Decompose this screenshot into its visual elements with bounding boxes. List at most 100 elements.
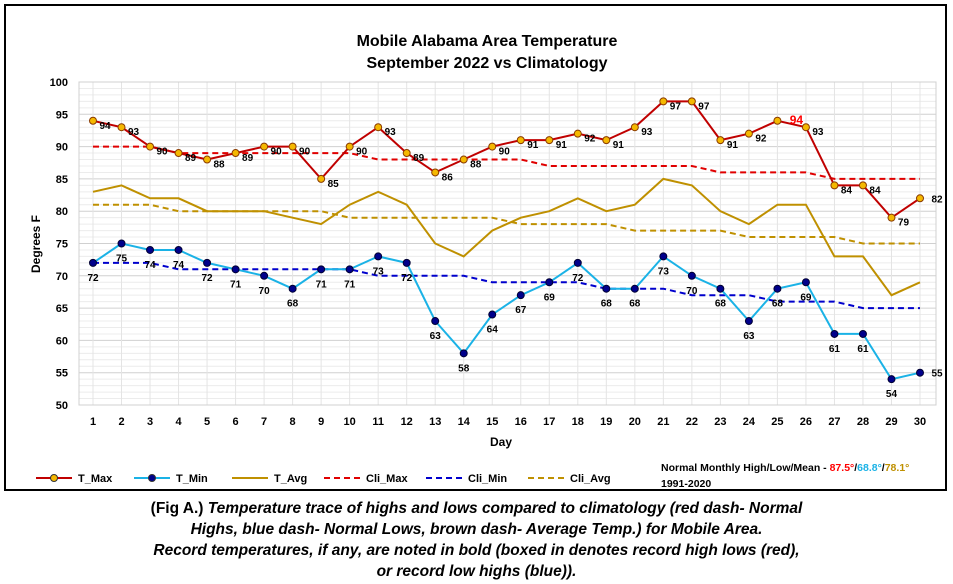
data-point-t-min bbox=[858, 329, 867, 338]
y-tick-label: 95 bbox=[56, 109, 68, 121]
data-label-t-max: 86 bbox=[442, 172, 454, 183]
data-label-t-max: 89 bbox=[242, 153, 254, 164]
data-point-t-min bbox=[602, 284, 611, 293]
legend-marker-t-min bbox=[148, 474, 156, 482]
data-label-t-min: 72 bbox=[572, 273, 584, 284]
data-label-t-max: 93 bbox=[385, 127, 397, 138]
data-point-t-max bbox=[545, 136, 554, 145]
data-label-t-max: 91 bbox=[556, 140, 568, 151]
data-point-t-min bbox=[801, 278, 810, 287]
data-point-t-min bbox=[630, 284, 639, 293]
x-tick-label: 11 bbox=[372, 416, 384, 428]
data-label-t-max: 82 bbox=[931, 194, 943, 205]
legend-label-cli-min: Cli_Min bbox=[468, 473, 507, 485]
data-point-t-min bbox=[260, 271, 269, 280]
data-point-t-min bbox=[659, 252, 668, 261]
plot-area-border bbox=[78, 81, 937, 406]
x-tick-label: 26 bbox=[800, 416, 812, 428]
y-axis-label: Degrees F bbox=[29, 215, 43, 273]
x-tick-label: 8 bbox=[290, 416, 296, 428]
data-point-t-max bbox=[801, 123, 810, 132]
y-tick-label: 65 bbox=[56, 303, 68, 315]
y-tick-label: 75 bbox=[56, 239, 68, 251]
series-line-t-max bbox=[92, 100, 921, 220]
data-point-t-max bbox=[89, 116, 97, 125]
x-tick-label: 24 bbox=[743, 416, 756, 428]
x-tick-label: 25 bbox=[771, 416, 783, 428]
data-label-t-max: 89 bbox=[185, 153, 197, 164]
data-point-t-max bbox=[288, 142, 297, 151]
data-label-t-min: 68 bbox=[715, 299, 727, 310]
data-label-t-max: 84 bbox=[869, 185, 881, 196]
x-tick-label: 15 bbox=[486, 416, 498, 428]
y-tick-label: 90 bbox=[56, 142, 68, 154]
caption-line-1-text: Temperature trace of highs and lows comp… bbox=[203, 500, 803, 517]
data-point-t-min bbox=[431, 317, 440, 326]
chart-subtitle: September 2022 vs Climatology bbox=[367, 55, 608, 72]
legend-label-t-avg: T_Avg bbox=[274, 473, 307, 485]
data-point-t-min bbox=[744, 317, 753, 326]
data-label-t-min: 70 bbox=[259, 286, 271, 297]
caption-line-3: Record temperatures, if any, are noted i… bbox=[153, 542, 800, 559]
data-label-t-min: 63 bbox=[430, 331, 442, 342]
data-label-t-min: 72 bbox=[401, 273, 413, 284]
x-tick-label: 17 bbox=[543, 416, 555, 428]
x-tick-label: 30 bbox=[914, 416, 926, 428]
legend-label-t-min: T_Min bbox=[176, 473, 208, 485]
y-tick-label: 60 bbox=[56, 335, 68, 347]
data-point-t-min bbox=[573, 258, 582, 267]
data-point-t-min bbox=[687, 271, 696, 280]
data-point-t-min bbox=[203, 258, 212, 267]
data-label-t-max: 93 bbox=[641, 127, 653, 138]
data-label-t-max: 94 bbox=[99, 121, 111, 132]
data-point-t-min bbox=[773, 284, 782, 293]
data-label-t-min: 69 bbox=[544, 292, 556, 303]
series-line-cli-max bbox=[93, 145, 920, 180]
x-tick-label: 23 bbox=[714, 416, 726, 428]
data-label-t-min: 58 bbox=[458, 363, 470, 374]
series-line-cli-min bbox=[93, 261, 920, 310]
data-label-t-max: 91 bbox=[727, 140, 739, 151]
data-label-t-max: 97 bbox=[698, 101, 710, 112]
data-label-t-min: 55 bbox=[931, 369, 943, 380]
data-label-t-max: 90 bbox=[356, 147, 368, 158]
data-point-t-max bbox=[602, 136, 611, 145]
data-label-t-max: 90 bbox=[271, 147, 283, 158]
data-point-t-min bbox=[887, 375, 896, 384]
data-label-t-min: 71 bbox=[344, 279, 356, 290]
y-tick-label: 80 bbox=[56, 206, 68, 218]
data-label-t-min: 74 bbox=[144, 260, 156, 271]
normals-note-part: 78.1° bbox=[885, 462, 910, 474]
data-point-t-min bbox=[545, 278, 554, 287]
x-tick-label: 21 bbox=[657, 416, 669, 428]
y-tick-label: 100 bbox=[50, 77, 68, 89]
data-point-t-max bbox=[887, 213, 896, 222]
normals-note-part: 87.5° bbox=[830, 462, 855, 474]
data-label-t-max: 90 bbox=[499, 147, 511, 158]
x-tick-label: 4 bbox=[175, 416, 182, 428]
x-tick-label: 20 bbox=[629, 416, 641, 428]
data-point-t-min bbox=[288, 284, 297, 293]
data-point-t-min bbox=[916, 368, 924, 377]
data-point-t-max bbox=[488, 142, 497, 151]
x-tick-label: 28 bbox=[857, 416, 869, 428]
data-point-t-min bbox=[488, 310, 497, 319]
data-label-t-max: 85 bbox=[328, 179, 340, 190]
data-label-t-max: 93 bbox=[812, 127, 824, 138]
x-tick-label: 18 bbox=[572, 416, 584, 428]
data-point-t-min bbox=[89, 258, 97, 267]
data-label-t-max: 91 bbox=[527, 140, 539, 151]
caption-lead: (Fig A.) bbox=[150, 500, 204, 517]
data-label-t-max: 92 bbox=[755, 134, 767, 145]
legend-label-t-max: T_Max bbox=[78, 473, 113, 485]
y-tick-label: 50 bbox=[56, 400, 68, 412]
chart-title: Mobile Alabama Area Temperature bbox=[357, 33, 618, 50]
data-point-t-min bbox=[459, 349, 468, 358]
data-point-t-max bbox=[916, 194, 924, 203]
data-label-t-max: 88 bbox=[214, 160, 226, 171]
data-label-t-min: 61 bbox=[829, 344, 841, 355]
data-label-t-max: 91 bbox=[613, 140, 625, 151]
x-tick-label: 2 bbox=[118, 416, 124, 428]
y-tick-label: 70 bbox=[56, 271, 68, 283]
data-label-t-min: 70 bbox=[686, 286, 698, 297]
